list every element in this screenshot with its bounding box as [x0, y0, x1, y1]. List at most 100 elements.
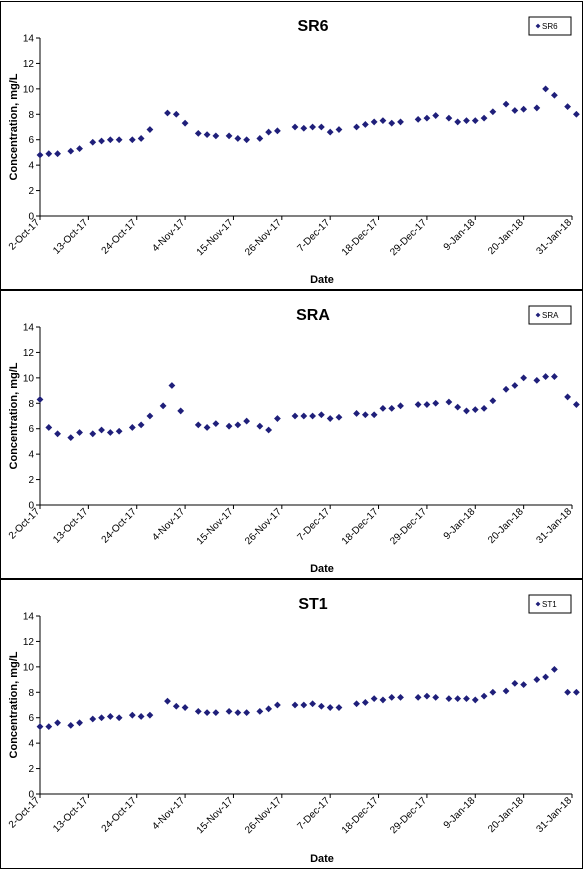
y-tick-label: 6 [28, 424, 34, 435]
data-point [76, 145, 83, 153]
data-point [414, 401, 422, 408]
data-point [203, 131, 211, 139]
data-point [234, 135, 242, 142]
data-point [551, 91, 558, 99]
data-point [432, 693, 440, 701]
data-point [397, 693, 404, 701]
x-tick-label: 4-Nov-17 [150, 217, 187, 254]
x-tick-label: 4-Nov-17 [150, 506, 187, 543]
x-tick-label: 15-Nov-17 [195, 217, 236, 258]
x-tick-label: 29-Dec-17 [388, 217, 429, 258]
data-point [274, 701, 281, 709]
data-point [98, 426, 105, 434]
y-tick-label: 0 [28, 501, 34, 512]
data-point [106, 713, 114, 720]
x-tick-label: 18-Dec-17 [340, 795, 381, 836]
chart-panel-st1: ST1 0 2 4 6 8 10 12 14 2-Oct-17 13-Oct-17 24-Oct-17… [0, 579, 583, 869]
data-point [45, 723, 53, 731]
data-point [471, 696, 479, 704]
data-point [243, 417, 251, 425]
data-point [181, 704, 189, 711]
data-point [76, 719, 83, 727]
data-point [379, 117, 387, 125]
data-point [471, 117, 479, 125]
data-point [225, 707, 233, 715]
legend-box [528, 16, 572, 36]
data-point [551, 666, 558, 673]
data-point [274, 127, 281, 135]
data-point [353, 410, 360, 417]
x-tick-label: 9-Jan-18 [442, 217, 478, 253]
data-point [511, 679, 519, 687]
data-point [137, 135, 145, 142]
data-point [370, 411, 378, 419]
y-axis-label: Concentration, mg/L [8, 651, 20, 758]
data-point [353, 123, 360, 131]
y-tick-label: 14 [23, 34, 35, 45]
data-point [520, 105, 528, 113]
legend-label: SR6 [542, 22, 558, 31]
x-tick-label: 13-Oct-17 [51, 506, 91, 546]
x-axis-label: Date [310, 274, 334, 286]
data-point [137, 713, 145, 720]
legend-box [528, 594, 572, 614]
y-tick-label: 8 [28, 688, 34, 699]
data-point [89, 715, 97, 723]
data-point [265, 426, 273, 434]
data-point [520, 681, 528, 689]
x-axis-label: Date [310, 853, 334, 865]
legend: ST1 [528, 594, 572, 614]
data-point [172, 110, 180, 118]
series-SR6 [36, 85, 580, 159]
data-point [309, 700, 316, 708]
data-point [423, 692, 431, 700]
data-point [564, 103, 572, 111]
y-axis-label: Concentration, mg/L [8, 362, 20, 469]
x-tick-label: 26-Nov-17 [243, 506, 284, 547]
x-tick-label: 20-Jan-18 [486, 795, 526, 835]
x-tick-label: 13-Oct-17 [51, 217, 91, 257]
data-point [326, 415, 334, 422]
data-point [463, 407, 470, 415]
chart-title: SRA [296, 307, 330, 324]
legend: SR6 [528, 16, 572, 36]
data-point [265, 705, 273, 713]
data-point [463, 117, 470, 125]
chart-title: ST1 [298, 596, 327, 613]
y-tick-label: 0 [28, 790, 34, 801]
data-point [194, 421, 202, 429]
data-point [168, 382, 176, 389]
y-tick-label: 8 [28, 110, 34, 121]
y-axis-label: Concentration, mg/L [8, 73, 20, 180]
x-tick-label: 15-Nov-17 [195, 506, 236, 547]
y-tick-label: 12 [23, 637, 35, 648]
x-tick-label: 20-Jan-18 [486, 217, 526, 257]
data-point [423, 401, 431, 408]
x-tick-label: 29-Dec-17 [388, 506, 429, 547]
data-point [397, 402, 404, 410]
y-tick-label: 10 [23, 662, 35, 673]
data-point [480, 404, 488, 412]
data-point [164, 109, 171, 117]
data-point [502, 100, 510, 108]
x-tick-label: 7-Dec-17 [295, 506, 332, 543]
data-point [388, 404, 396, 412]
data-point [463, 695, 470, 703]
data-point [326, 128, 334, 136]
data-point [317, 702, 325, 710]
y-tick-label: 4 [28, 450, 34, 461]
data-point [335, 126, 343, 133]
data-point [36, 396, 44, 403]
series-ST1 [36, 666, 580, 731]
data-point [542, 85, 550, 93]
data-point [98, 137, 105, 145]
x-tick-label: 29-Dec-17 [388, 795, 429, 836]
data-point [234, 709, 242, 717]
x-tick-label: 26-Nov-17 [243, 217, 284, 258]
data-point [388, 119, 396, 127]
x-tick-label: 13-Oct-17 [51, 795, 91, 835]
data-point [67, 434, 75, 442]
data-point [361, 121, 369, 128]
chart-panel-sr6: SR6 0 2 4 6 8 10 12 14 2-Oct-17 13-Oct-17 24-Oct-17… [0, 1, 583, 290]
data-point [300, 701, 308, 709]
